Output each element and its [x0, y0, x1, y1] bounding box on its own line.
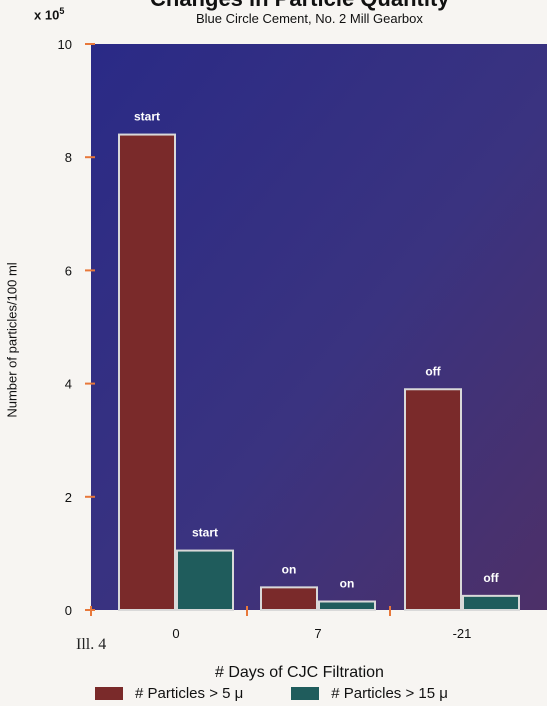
legend-swatch-5u — [95, 687, 123, 700]
y-tick-label-4: 4 — [65, 377, 72, 392]
y-axis-multiplier: x 105 — [34, 6, 64, 22]
x-tick-label-0: 0 — [172, 626, 179, 641]
figure-caption: Ill. 4 — [76, 636, 107, 653]
data-label-15u--21: off — [483, 571, 499, 585]
multiplier-base: x 10 — [34, 7, 60, 23]
bar-15u-0 — [176, 549, 234, 612]
y-axis-label: Number of particles/100 ml — [4, 262, 20, 418]
bar-5u-0 — [118, 133, 176, 611]
multiplier-exponent: 5 — [59, 6, 65, 16]
y-tick-label-6: 6 — [65, 263, 72, 278]
legend-item-15u: # Particles > 15 μ — [291, 685, 448, 702]
data-label-5u-0: start — [134, 110, 160, 124]
bar-15u-7 — [318, 600, 376, 612]
data-label-15u-7: on — [340, 577, 355, 591]
y-tick-label-2: 2 — [65, 490, 72, 505]
legend-swatch-15u — [291, 687, 320, 700]
chart-subtitle: Blue Circle Cement, No. 2 Mill Gearbox — [196, 11, 423, 26]
y-tick-label-8: 8 — [65, 150, 72, 165]
data-label-5u--21: off — [425, 364, 441, 378]
legend-label-15u: # Particles > 15 μ — [331, 685, 448, 702]
y-tick-label-10: 10 — [58, 37, 72, 52]
bar-5u--21 — [404, 388, 462, 612]
data-label-15u-0: start — [192, 526, 218, 540]
legend-label-5u: # Particles > 5 μ — [135, 685, 244, 702]
chart-title: Changes in Particle Quantity — [150, 0, 450, 12]
x-tick-label--21: -21 — [453, 626, 472, 641]
legend: # Particles > 5 μ # Particles > 15 μ — [95, 685, 448, 702]
x-tick-label-7: 7 — [314, 626, 321, 641]
bar-5u-7 — [260, 586, 318, 611]
bar-15u--21 — [462, 594, 520, 611]
y-tick-label-0: 0 — [65, 603, 72, 618]
x-axis-label: # Days of CJC Filtration — [215, 664, 384, 681]
legend-item-5u: # Particles > 5 μ — [95, 685, 243, 702]
data-label-5u-7: on — [282, 562, 297, 576]
